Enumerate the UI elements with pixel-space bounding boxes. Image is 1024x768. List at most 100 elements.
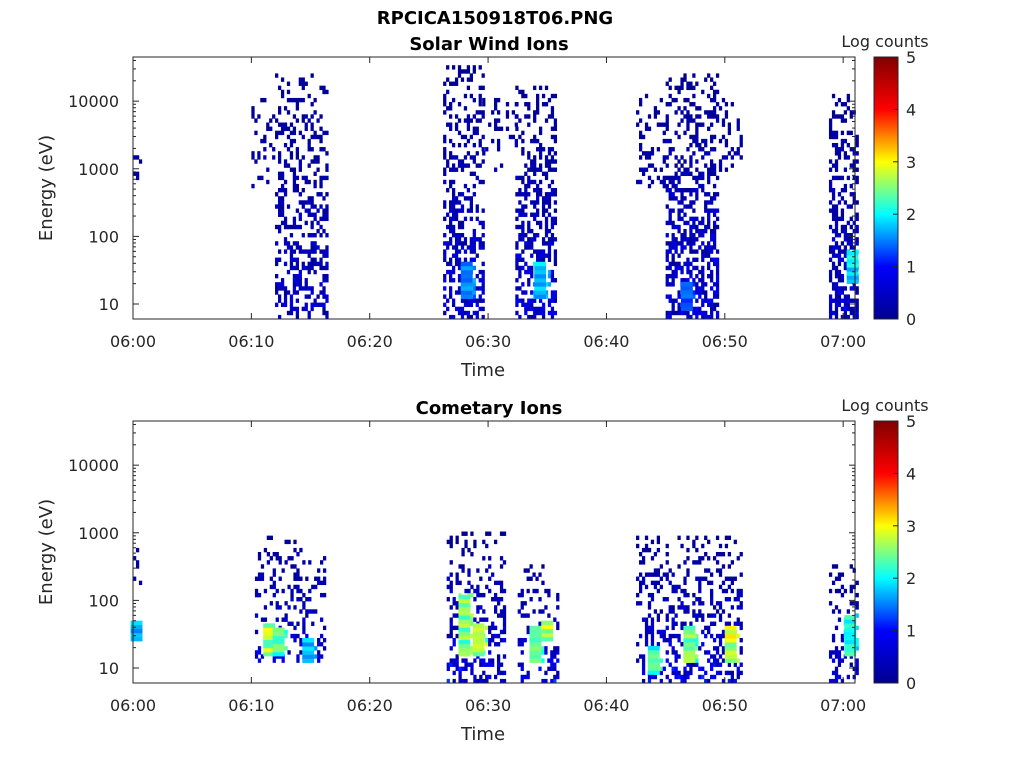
heatmap-cell xyxy=(828,249,833,254)
heatmap-cell xyxy=(668,147,672,152)
heatmap-cell xyxy=(710,654,714,659)
heatmap-cell xyxy=(686,110,690,115)
heatmap-cell xyxy=(715,314,720,320)
heatmap-cell xyxy=(849,584,853,590)
heatmap-cell xyxy=(724,535,729,541)
heatmap-cell xyxy=(647,572,652,577)
heatmap-cell xyxy=(712,294,717,299)
heatmap-cell xyxy=(712,556,717,561)
heatmap-cell xyxy=(455,666,459,672)
heatmap-cell xyxy=(449,543,453,549)
heatmap-cell xyxy=(314,609,318,614)
heatmap-cell xyxy=(499,580,504,586)
heatmap-cell xyxy=(828,588,833,594)
heatmap-cell xyxy=(455,601,459,606)
heatmap-cell xyxy=(686,572,690,577)
heatmap-cell xyxy=(638,580,643,586)
heatmap-cell xyxy=(553,257,558,262)
heatmap-cell xyxy=(524,163,528,168)
heatmap-cell xyxy=(457,224,462,230)
heatmap-cell xyxy=(668,77,672,82)
heatmap-cell xyxy=(284,646,288,651)
heatmap-cell xyxy=(650,642,655,647)
heatmap-cell xyxy=(843,253,848,258)
heatmap-cell xyxy=(553,237,558,242)
heatmap-cell xyxy=(724,543,729,549)
heatmap-cell xyxy=(683,588,687,594)
heatmap-cell xyxy=(828,310,833,316)
heatmap-cell xyxy=(849,245,853,250)
heatmap-cell xyxy=(305,576,309,581)
heatmap-cell xyxy=(520,662,524,667)
heatmap-cell xyxy=(665,314,669,320)
bright-cell xyxy=(529,625,542,631)
heatmap-cell xyxy=(665,597,669,602)
heatmap-cell xyxy=(520,637,524,643)
heatmap-cell xyxy=(668,212,672,217)
heatmap-cell xyxy=(840,208,845,213)
heatmap-cell xyxy=(301,233,305,238)
heatmap-cell xyxy=(295,183,300,189)
heatmap-cell xyxy=(518,253,522,258)
heatmap-cell xyxy=(674,85,678,91)
heatmap-cell xyxy=(502,588,507,594)
heatmap-cell xyxy=(689,273,693,279)
heatmap-cell xyxy=(674,183,678,189)
x-tick-label: 07:00 xyxy=(820,696,866,715)
heatmap-cell xyxy=(541,208,546,213)
heatmap-cell xyxy=(668,678,672,684)
heatmap-cell xyxy=(533,310,537,316)
heatmap-cell xyxy=(307,265,311,271)
heatmap-cell xyxy=(843,110,848,115)
heatmap-cell xyxy=(739,155,743,160)
heatmap-cell xyxy=(518,212,522,217)
bright-cell xyxy=(272,652,285,657)
heatmap-cell xyxy=(277,159,282,164)
heatmap-cell xyxy=(454,212,459,217)
heatmap-cell xyxy=(269,126,273,131)
heatmap-cell xyxy=(659,666,663,672)
heatmap-cell xyxy=(541,212,546,217)
heatmap-cell xyxy=(536,97,540,103)
heatmap-cell xyxy=(710,314,714,320)
heatmap-cell xyxy=(488,556,492,561)
heatmap-cell xyxy=(647,183,652,189)
heatmap-cell xyxy=(538,167,543,172)
heatmap-cell xyxy=(849,662,853,667)
heatmap-cell xyxy=(671,572,675,577)
heatmap-cell xyxy=(665,650,669,655)
heatmap-cell xyxy=(469,314,473,320)
heatmap-cell xyxy=(665,294,669,299)
heatmap-cell xyxy=(704,294,708,299)
heatmap-cell xyxy=(521,265,525,271)
heatmap-cell xyxy=(295,314,300,320)
heatmap-cell xyxy=(521,257,525,262)
heatmap-cell xyxy=(674,670,678,676)
heatmap-cell xyxy=(553,122,558,127)
heatmap-cell xyxy=(689,228,693,234)
heatmap-cell xyxy=(665,576,669,581)
heatmap-cell xyxy=(458,666,462,672)
heatmap-cell xyxy=(301,85,305,91)
heatmap-cell xyxy=(855,625,859,631)
heatmap-cell xyxy=(449,269,453,275)
heatmap-cell xyxy=(855,290,859,295)
heatmap-cell xyxy=(538,253,543,258)
heatmap-cell xyxy=(298,282,302,287)
heatmap-cell xyxy=(275,302,279,308)
heatmap-cell xyxy=(275,654,279,659)
heatmap-cell xyxy=(668,261,672,267)
heatmap-cell xyxy=(481,261,485,267)
heatmap-cell xyxy=(837,233,842,238)
heatmap-cell xyxy=(443,138,447,144)
heatmap-cell xyxy=(538,249,543,254)
heatmap-cell xyxy=(289,253,294,258)
bright-cell xyxy=(724,625,737,631)
heatmap-cell xyxy=(280,282,285,287)
heatmap-cell xyxy=(491,662,495,667)
heatmap-cell xyxy=(704,163,708,168)
heatmap-cell xyxy=(491,621,495,626)
heatmap-cell xyxy=(313,216,317,222)
heatmap-cell xyxy=(831,188,836,193)
heatmap-cell xyxy=(491,658,495,663)
